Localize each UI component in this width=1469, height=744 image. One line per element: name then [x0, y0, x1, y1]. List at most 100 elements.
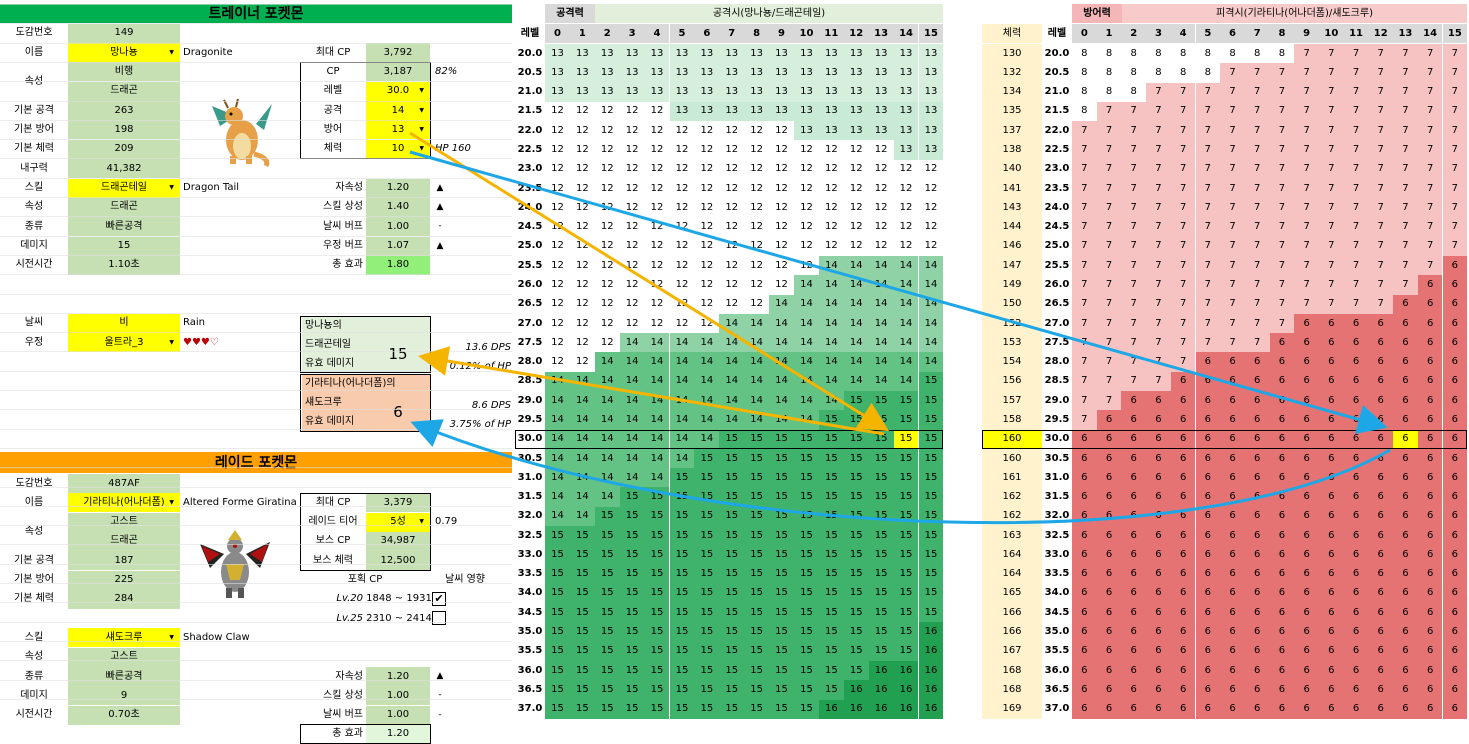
atk-value: 12	[694, 217, 720, 237]
field-label: 기본 체력	[14, 593, 54, 605]
atk-level: 22.5	[517, 144, 543, 156]
atk-value: 15	[818, 429, 844, 449]
atk-value: 15	[918, 526, 944, 546]
blue-arrows	[409, 150, 1391, 525]
raid-type2: 드래곤	[68, 531, 180, 551]
field-label: 기본 방어	[14, 123, 54, 135]
atk-value: 15	[918, 583, 944, 604]
modifier-marker: ▲	[436, 182, 444, 193]
modifier-stab: 1.20	[366, 178, 430, 198]
raid-type1: 고스트	[68, 512, 180, 532]
atk-value: 12	[694, 159, 720, 179]
raid-field-time: 0.70초	[68, 705, 180, 725]
atk-value: 14	[619, 352, 645, 372]
raid-field-atk: 187	[68, 551, 180, 571]
atk-value: 15	[545, 564, 570, 584]
atk-value: 12	[719, 217, 745, 237]
trainer-section-title: 트레이너 포켓몬	[0, 4, 512, 24]
atk-value: 12	[719, 178, 745, 199]
atk-value: 15	[545, 583, 570, 604]
raid-modifier-stab: 1.20	[366, 667, 430, 686]
atk-value: 14	[569, 371, 595, 392]
atk-value: 15	[769, 564, 794, 584]
atk-value: 14	[694, 333, 720, 353]
atk-value: 12	[644, 294, 670, 314]
modifier-label: 자속성	[335, 182, 363, 193]
atk-value: 12	[769, 178, 794, 199]
atk-value: 15	[744, 545, 770, 565]
atk-value: 12	[868, 198, 894, 218]
atk-value: 15	[818, 583, 844, 604]
weather-boost-checkbox-checked[interactable]: ✔	[432, 591, 446, 606]
cp-percent: 82%	[435, 65, 458, 77]
atk-level: 34.0	[517, 587, 543, 599]
atk-value: 13	[918, 101, 944, 122]
summary-b-box	[300, 374, 431, 432]
atk-value: 12	[569, 101, 595, 122]
atk-value: 14	[569, 487, 595, 507]
atk-value: 13	[669, 63, 695, 83]
atk-value: 12	[694, 121, 720, 141]
atk-value: 12	[594, 313, 620, 334]
atk-value: 12	[669, 178, 695, 199]
atk-value: 14	[619, 391, 645, 411]
pokemon-english-name: Dragonite	[183, 46, 233, 58]
atk-value: 12	[794, 159, 819, 179]
stat-iv_atk[interactable]: 14	[366, 101, 430, 121]
atk-value: 15	[868, 448, 894, 469]
friendship-select[interactable]: 울트라_3	[68, 333, 180, 353]
atk-value: 12	[818, 159, 844, 179]
orange-arrows	[409, 131, 890, 436]
summary-a-line1: 망나뇽의	[302, 316, 430, 335]
atk-value: 12	[545, 236, 570, 257]
atk-value: 13	[794, 63, 819, 83]
atk-value: 14	[818, 294, 844, 314]
atk-value: 13	[719, 63, 745, 83]
atk-value: 15	[843, 583, 869, 604]
atk-value: 15	[694, 526, 720, 546]
atk-value: 15	[868, 468, 894, 488]
atk-value: 15	[569, 583, 595, 604]
atk-value: 12	[918, 217, 944, 237]
atk-value: 14	[794, 352, 819, 372]
atk-value: 15	[794, 487, 819, 507]
atk-value: 13	[818, 44, 844, 64]
atk-value: 14	[669, 410, 695, 430]
atk-value: 15	[744, 564, 770, 584]
atk-value: 15	[719, 429, 745, 449]
atk-value: 14	[893, 256, 919, 276]
field-name[interactable]: 망나뇽	[68, 43, 180, 63]
atk-value: 14	[719, 352, 745, 372]
atk-value: 12	[545, 178, 570, 199]
stat-level[interactable]: 30.0	[366, 81, 430, 101]
atk-level: 23.5	[517, 182, 543, 194]
raid-field-skill[interactable]: 섀도크루	[68, 628, 180, 648]
atk-value: 14	[918, 333, 944, 353]
atk-value: 15	[769, 468, 794, 488]
atk-value: 15	[545, 526, 570, 546]
atk-value: 15	[818, 545, 844, 565]
field-skill[interactable]: 드래곤테일	[68, 178, 180, 198]
field-label: 데미지	[20, 689, 48, 701]
field-label: 기본 공격	[14, 554, 54, 566]
raid-stat-tier[interactable]: 5성	[366, 512, 430, 532]
atk-col-header: 1	[569, 24, 595, 44]
atk-col-header: 4	[644, 24, 670, 44]
atk-value: 14	[769, 371, 794, 392]
atk-value: 12	[569, 217, 595, 237]
weather-select[interactable]: 비	[68, 313, 180, 333]
raid-field-name[interactable]: 기라티나(어나더폼)	[68, 493, 180, 513]
atk-value: 14	[545, 410, 570, 430]
atk-value: 12	[545, 140, 570, 160]
weather-boost-checkbox-unchecked[interactable]	[432, 611, 446, 626]
atk-value: 14	[794, 275, 819, 295]
atk-value: 15	[594, 564, 620, 584]
atk-value: 13	[744, 101, 770, 122]
atk-value: 13	[818, 63, 844, 83]
atk-value: 12	[594, 275, 620, 295]
atk-value: 15	[594, 583, 620, 604]
atk-value: 12	[794, 217, 819, 237]
atk-value: 12	[594, 159, 620, 179]
atk-level: 20.5	[517, 66, 543, 78]
field-label: 시전시간	[15, 259, 53, 271]
